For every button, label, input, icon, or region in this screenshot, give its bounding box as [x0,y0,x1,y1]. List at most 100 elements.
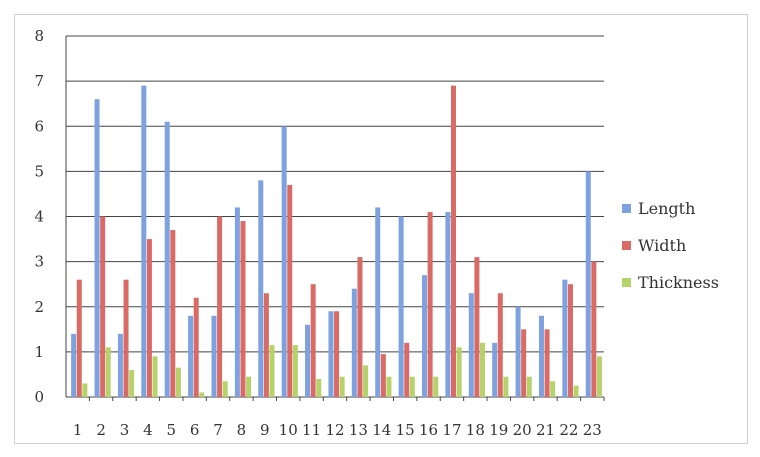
bar-width-1 [76,279,82,397]
x-tick-label: 13 [349,421,368,439]
legend-label-thickness: Thickness [638,273,719,292]
y-tick-label: 2 [34,298,44,316]
bar-thickness-22 [573,385,579,397]
bar-length-13 [351,288,357,397]
legend-label-length: Length [638,199,696,218]
x-tick-label: 9 [260,421,270,439]
bar-width-5 [170,230,176,397]
bar-thickness-12 [339,376,345,397]
bar-width-15 [404,342,410,397]
bar-length-16 [422,275,428,397]
bar-width-16 [427,211,433,397]
bar-width-20 [521,329,527,397]
bar-width-7 [217,216,223,397]
bar-thickness-9 [269,345,275,397]
bar-length-4 [141,85,147,397]
bar-thickness-13 [363,365,369,397]
chart-legend: Length Width Thickness [622,190,752,301]
bar-width-23 [591,261,597,397]
x-tick-label: 3 [120,421,130,439]
bar-thickness-3 [129,369,135,397]
bar-length-10 [281,126,287,397]
x-tick-label: 10 [279,421,298,439]
x-tick-label: 16 [419,421,438,439]
bar-thickness-15 [409,376,415,397]
y-tick-label: 4 [34,208,44,226]
bar-length-19 [492,342,498,397]
x-tick-label: 6 [190,421,200,439]
bar-length-14 [375,207,381,397]
bar-width-8 [240,221,246,397]
x-tick-label: 21 [536,421,555,439]
bar-length-5 [164,121,170,398]
bar-width-22 [567,284,573,397]
x-tick-label: 8 [237,421,247,439]
legend-label-width: Width [638,236,687,255]
legend-swatch-thickness [622,278,631,287]
bar-thickness-7 [222,381,228,397]
bar-thickness-8 [246,376,252,397]
x-tick-label: 12 [325,421,344,439]
bar-thickness-11 [316,378,322,397]
bar-width-9 [263,293,269,397]
bar-thickness-10 [292,345,298,397]
bar-length-23 [585,171,591,397]
bar-width-4 [146,239,152,397]
bar-width-13 [357,257,363,397]
bar-length-6 [188,315,194,397]
bar-width-18 [474,257,480,397]
x-tick-label: 11 [302,421,321,439]
x-tick-label: 7 [213,421,223,439]
bar-thickness-14 [386,376,392,397]
x-tick-label: 4 [143,421,153,439]
bar-width-2 [100,216,106,397]
y-tick-label: 5 [34,162,44,180]
bar-width-6 [193,297,199,397]
bar-thickness-17 [456,347,462,397]
legend-item-thickness: Thickness [622,264,752,301]
bar-width-3 [123,279,129,397]
bar-thickness-6 [199,392,205,397]
bar-length-9 [258,180,264,397]
bar-length-18 [468,293,474,397]
bar-thickness-2 [105,347,111,397]
bar-width-10 [287,184,293,397]
bar-length-11 [305,324,311,397]
bar-thickness-16 [433,376,439,397]
y-tick-label: 3 [34,253,44,271]
bar-thickness-23 [596,356,602,397]
bar-length-3 [117,333,123,397]
legend-item-width: Width [622,227,752,264]
x-tick-label: 22 [559,421,578,439]
x-tick-label: 1 [73,421,83,439]
bar-length-7 [211,315,217,397]
bar-width-19 [497,293,503,397]
y-tick-label: 1 [34,343,44,361]
bar-length-8 [234,207,240,397]
legend-swatch-length [622,204,631,213]
x-tick-label: 17 [442,421,461,439]
bar-length-20 [515,306,521,397]
bar-thickness-20 [526,376,532,397]
y-tick-label: 0 [34,388,44,406]
bar-length-1 [71,333,77,397]
x-tick-label: 5 [166,421,176,439]
y-tick-label: 8 [34,27,44,45]
bar-thickness-19 [503,376,509,397]
y-tick-label: 7 [34,72,44,90]
x-tick-label: 19 [489,421,508,439]
x-tick-label: 23 [583,421,602,439]
bar-width-12 [334,311,340,397]
bar-width-21 [544,329,550,397]
bar-length-21 [538,315,544,397]
bar-thickness-4 [152,356,158,397]
x-tick-label: 15 [396,421,415,439]
legend-swatch-width [622,241,631,250]
bar-length-17 [445,211,451,397]
bar-thickness-21 [550,381,556,397]
x-tick-label: 18 [466,421,485,439]
bar-length-12 [328,311,334,397]
bar-thickness-18 [479,342,485,397]
bar-width-14 [380,354,386,397]
